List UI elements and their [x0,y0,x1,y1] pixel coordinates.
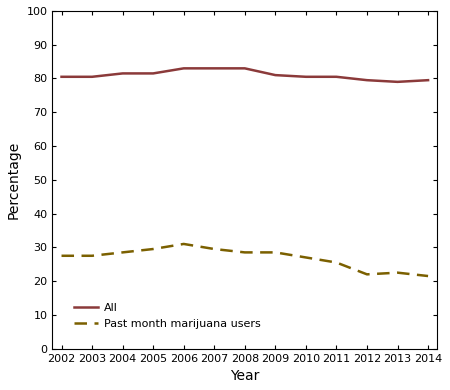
Past month marijuana users [334,260,339,265]
All [90,74,95,79]
Past month marijuana users [242,250,248,255]
All [181,66,186,71]
Past month marijuana users [395,270,400,275]
Past month marijuana users [120,250,125,255]
Line: Past month marijuana users: Past month marijuana users [62,244,428,276]
All [59,74,64,79]
Past month marijuana users [303,255,309,260]
All [273,73,278,78]
Past month marijuana users [273,250,278,255]
Past month marijuana users [425,274,431,278]
All [425,78,431,83]
All [303,74,309,79]
All [334,74,339,79]
Past month marijuana users [90,254,95,258]
All [120,71,125,76]
Past month marijuana users [212,247,217,252]
Past month marijuana users [59,254,64,258]
Legend: All, Past month marijuana users: All, Past month marijuana users [69,298,265,333]
All [150,71,156,76]
Past month marijuana users [364,272,370,277]
Past month marijuana users [181,242,186,246]
Past month marijuana users [150,247,156,252]
All [364,78,370,83]
X-axis label: Year: Year [230,369,260,383]
Y-axis label: Percentage: Percentage [7,141,21,219]
Line: All: All [62,68,428,82]
All [212,66,217,71]
All [242,66,248,71]
All [395,80,400,84]
